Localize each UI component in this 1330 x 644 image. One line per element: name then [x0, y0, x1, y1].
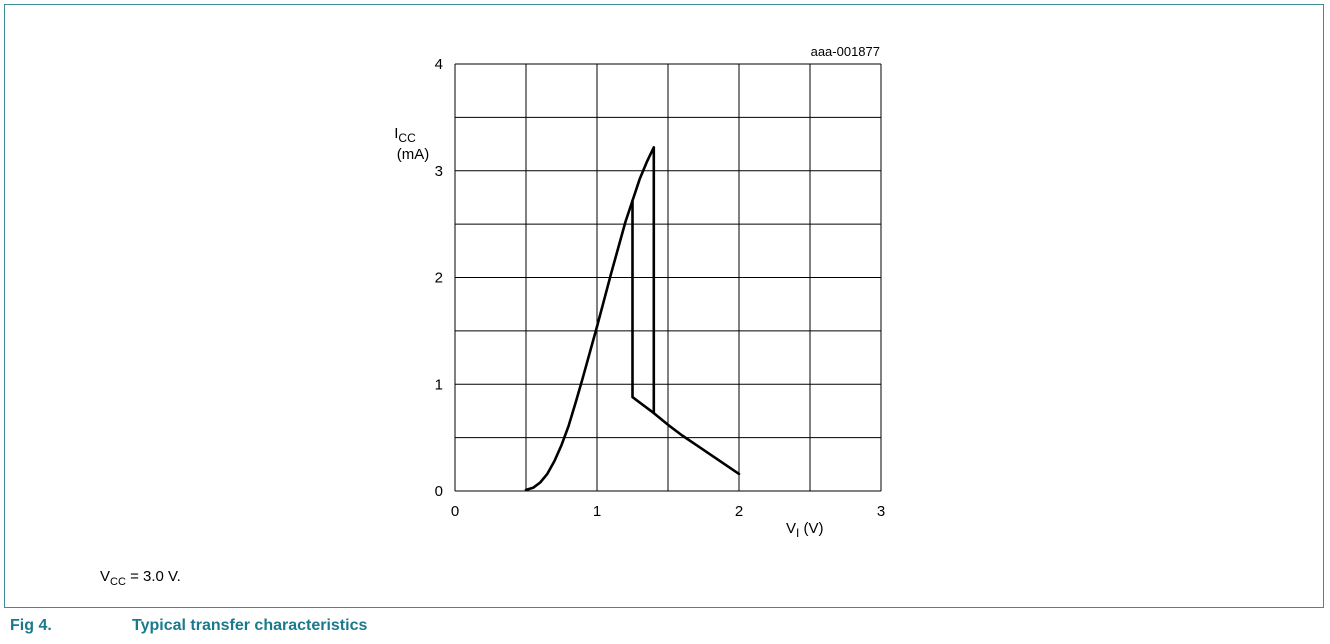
y-tick-label: 2	[435, 270, 443, 287]
grid	[454, 63, 882, 492]
figure-number: Fig 4.	[10, 617, 52, 634]
series-line-1	[524, 146, 741, 492]
series-line-2	[631, 199, 656, 415]
curves	[524, 146, 741, 492]
x-tick-label: 2	[735, 503, 743, 520]
figure-title: Typical transfer characteristics	[132, 617, 368, 634]
tick-labels: 0 1 2 3 0 1 2 3 4	[435, 56, 886, 520]
x-tick-label: 0	[451, 503, 459, 520]
y-axis-symbol: I	[394, 125, 398, 142]
x-axis-unit: (V)	[799, 520, 823, 537]
note-symbol: V	[100, 568, 111, 585]
y-axis-label: ICC	[394, 125, 416, 145]
x-tick-label: 1	[593, 503, 601, 520]
y-tick-label: 4	[435, 56, 443, 73]
x-axis-label: VI (V)	[786, 520, 824, 540]
x-axis-symbol: V	[786, 520, 796, 537]
y-tick-label: 3	[435, 163, 443, 180]
y-axis-subscript: CC	[398, 131, 416, 145]
y-axis-unit: (mA)	[397, 146, 430, 163]
figure-caption: Fig 4. Typical transfer characteristics	[10, 617, 367, 635]
y-tick-label: 1	[435, 376, 443, 393]
figure-id-label: aaa-001877	[811, 44, 880, 59]
x-tick-label: 3	[877, 503, 885, 520]
note-subscript: CC	[110, 576, 126, 588]
y-tick-label: 0	[435, 483, 443, 500]
note-text: = 3.0 V.	[125, 568, 181, 585]
condition-note: VCC = 3.0 V.	[100, 568, 181, 588]
figure-frame	[4, 4, 1324, 608]
x-axis-subscript: I	[796, 526, 799, 540]
